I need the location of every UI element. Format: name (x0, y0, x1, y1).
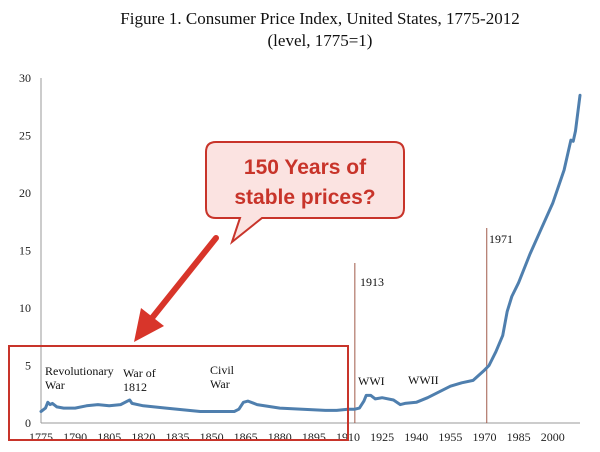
annotation-wwii: WWII (408, 373, 439, 387)
x-tick-label: 1970 (472, 430, 496, 444)
callout-text-line1: 150 Years of (244, 156, 367, 179)
annotation-revolutionary-war-line2: War (45, 378, 65, 392)
annotation-civil-war: Civil (210, 363, 235, 377)
chart-subtitle: (level, 1775=1) (268, 31, 373, 50)
reference-lines (354, 228, 488, 423)
x-tick-label: 1775 (29, 430, 53, 444)
annotation-1913: 1913 (360, 275, 384, 289)
annotation-wwi: WWI (358, 374, 385, 388)
annotation-war-of-1812: War of (123, 366, 156, 380)
annotation-civil-war-line2: War (210, 377, 230, 391)
arrow-head (134, 308, 164, 342)
y-tick-label: 0 (25, 416, 31, 430)
x-tick-labels: 1775 1790 1805 1820 1835 1850 1865 1880 1895 1910… (29, 430, 565, 444)
x-tick-label: 1880 (268, 430, 292, 444)
x-tick-label: 1805 (97, 430, 121, 444)
callout-bubble (205, 141, 405, 245)
y-tick-label: 25 (19, 129, 31, 143)
annotation-revolutionary-war: Revolutionary (45, 364, 114, 378)
annotation-war-of-1812-line2: 1812 (123, 380, 147, 394)
x-tick-label: 1820 (131, 430, 155, 444)
y-tick-label: 15 (19, 244, 31, 258)
x-tick-label: 1835 (165, 430, 189, 444)
x-tick-label: 1865 (234, 430, 258, 444)
x-tick-label: 1850 (200, 430, 224, 444)
y-tick-label: 10 (19, 301, 31, 315)
y-tick-label: 5 (25, 359, 31, 373)
x-tick-label: 1955 (438, 430, 462, 444)
x-tick-label: 1985 (507, 430, 531, 444)
cpi-series-line (39, 93, 582, 413)
x-tick-label: 1790 (63, 430, 87, 444)
y-tick-label: 20 (19, 186, 31, 200)
y-tick-label: 30 (19, 71, 31, 85)
annotation-1971: 1971 (489, 232, 513, 246)
x-tick-label: 1895 (302, 430, 326, 444)
highlight-box (8, 345, 349, 441)
chart-title: Figure 1. Consumer Price Index, United S… (120, 9, 519, 28)
callout-text-line2: stable prices? (234, 186, 375, 209)
arrow-shaft (149, 235, 219, 321)
x-tick-label: 1925 (370, 430, 394, 444)
y-tick-labels: 0 5 10 15 20 25 30 (19, 71, 31, 430)
x-tick-label: 1940 (404, 430, 428, 444)
x-tick-label: 2000 (541, 430, 565, 444)
